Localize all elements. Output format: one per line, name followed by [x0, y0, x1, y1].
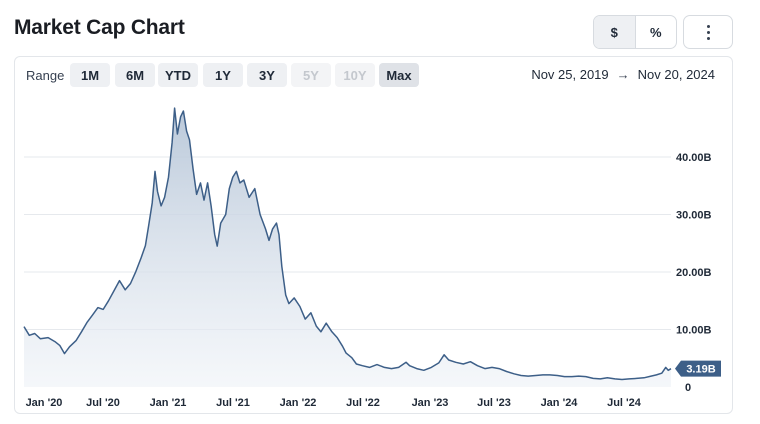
range-5y-button: 5Y	[291, 63, 331, 87]
range-max-button[interactable]: Max	[379, 63, 419, 87]
range-1m-button[interactable]: 1M	[70, 63, 110, 87]
unit-dollar-button[interactable]: $	[594, 16, 636, 48]
range-label: Range	[26, 68, 65, 83]
x-tick-label: Jul '21	[216, 397, 250, 409]
y-tick-label: 30.00B	[676, 210, 712, 222]
y-tick-label: 10.00B	[676, 325, 712, 337]
last-value-badge	[675, 360, 721, 377]
x-tick-label: Jan '23	[412, 397, 449, 409]
page-title: Market Cap Chart	[14, 16, 185, 39]
date-range-from: Nov 25, 2019	[531, 67, 609, 82]
date-range-to: Nov 20, 2024	[637, 67, 715, 82]
market-cap-line	[23, 107, 672, 381]
range-3y-button[interactable]: 3Y	[247, 63, 287, 87]
unit-percent-button[interactable]: %	[649, 24, 662, 40]
market-cap-area	[24, 108, 671, 387]
unit-toggle: $ %	[593, 15, 677, 49]
x-tick-label: Jul '20	[86, 397, 120, 409]
date-range: Nov 25, 2019 → Nov 20, 2024	[531, 67, 715, 82]
x-tick-label: Jul '24	[607, 397, 642, 409]
range-10y-button: 10Y	[335, 63, 375, 87]
x-tick-label: Jan '20	[26, 397, 63, 409]
more-options-button[interactable]	[683, 15, 733, 49]
chart-card	[14, 56, 733, 414]
x-tick-label: Jul '23	[477, 397, 511, 409]
range-6m-button[interactable]: 6M	[115, 63, 155, 87]
x-tick-label: Jan '21	[150, 397, 187, 409]
x-tick-label: Jan '24	[541, 397, 579, 409]
y-tick-label: 0	[685, 382, 691, 394]
x-tick-label: Jul '22	[346, 397, 380, 409]
y-tick-label: 40.00B	[676, 152, 712, 164]
last-value-label: 3.19B	[686, 364, 715, 376]
x-tick-label: Jan '22	[280, 397, 317, 409]
arrow-right-icon: →	[616, 67, 630, 82]
range-1y-button[interactable]: 1Y	[203, 63, 243, 87]
y-tick-label: 20.00B	[676, 267, 712, 279]
range-ytd-button[interactable]: YTD	[158, 63, 198, 87]
vertical-dots-icon	[706, 24, 710, 40]
